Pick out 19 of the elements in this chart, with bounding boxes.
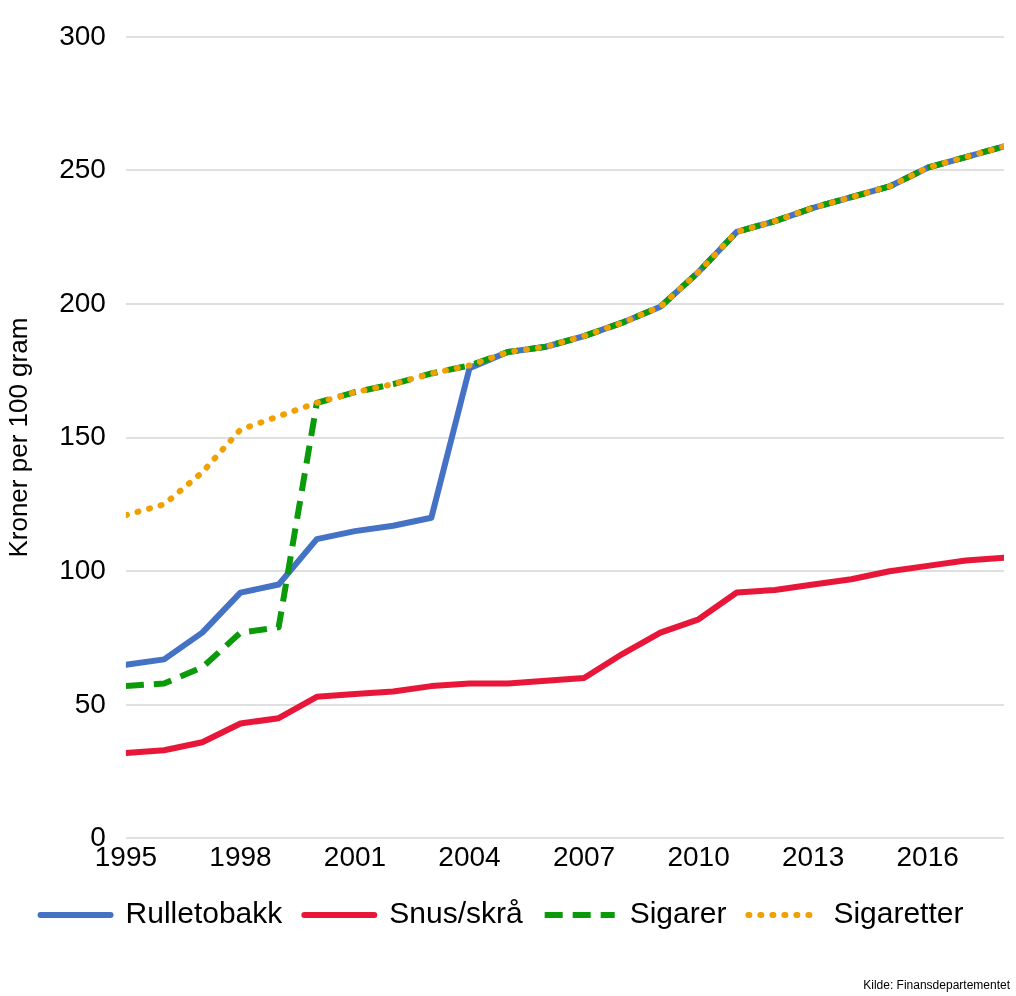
y-tick-label: 100 (59, 553, 106, 585)
x-tick-label: 2013 (781, 840, 845, 872)
legend-label: Rulletobakk (125, 896, 284, 930)
legend-label: Sigarer (629, 896, 727, 930)
legend-label: Snus/skrå (389, 896, 523, 930)
x-tick-label: 2004 (438, 840, 501, 872)
text: Kilde: Finansdepartementet (863, 978, 1010, 992)
y-tick-label: 150 (59, 420, 106, 452)
y-tick-label: 50 (74, 687, 106, 719)
x-tick-label: 2016 (896, 840, 959, 872)
y-tick-label: 250 (59, 153, 106, 185)
legend-label: Sigaretter (833, 896, 964, 930)
x-tick-label: 2007 (552, 840, 616, 872)
y-axis-title: Kroner per 100 gram (2, 317, 33, 558)
x-tick-label: 2001 (323, 840, 387, 872)
y-tick-label: 200 (59, 286, 106, 318)
x-tick-label: 2010 (667, 840, 730, 872)
y-tick-label: 300 (59, 19, 106, 51)
x-tick-label: 1998 (209, 840, 272, 872)
